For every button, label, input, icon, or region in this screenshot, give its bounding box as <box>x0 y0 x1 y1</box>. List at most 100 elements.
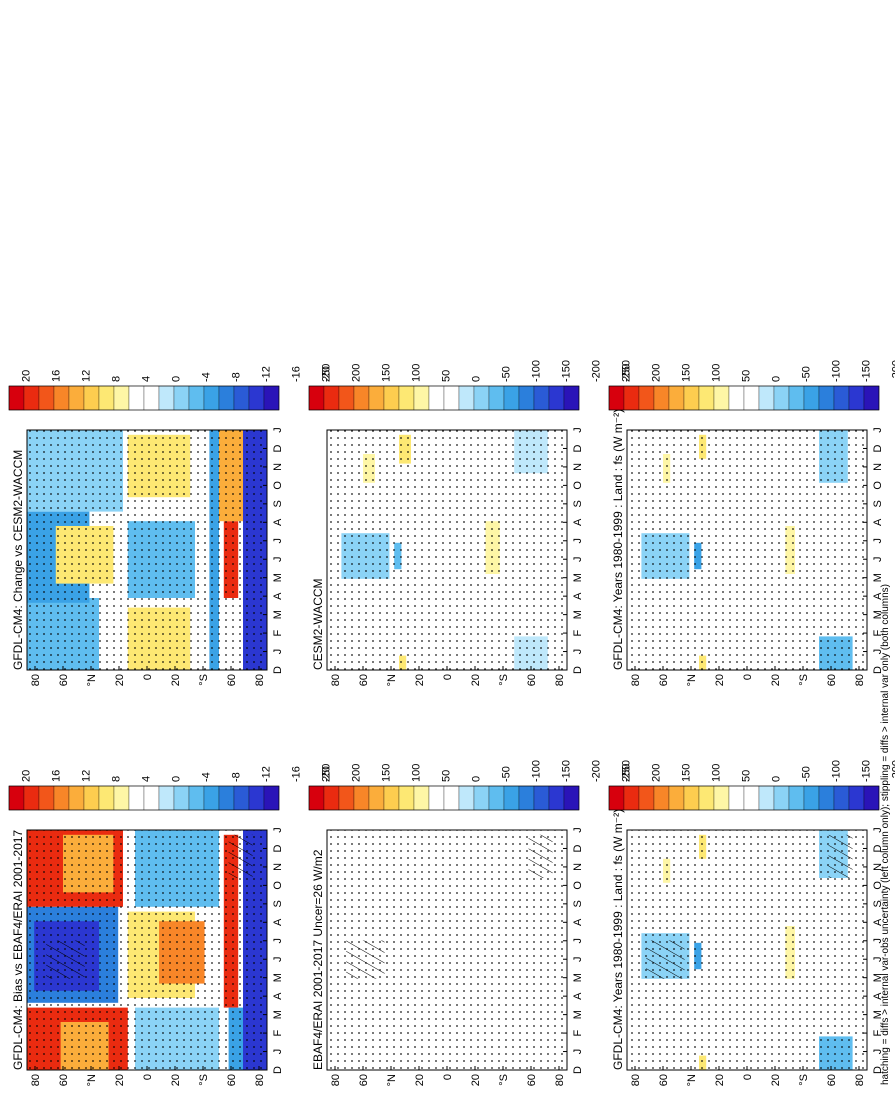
panel-title-p6: GFDL-CM4: Change vs CESM2-WACCM <box>11 450 25 670</box>
colorbar-swatch-p1-5 <box>683 785 700 811</box>
colorbar-label-p2-5: 0 <box>770 376 782 382</box>
colorbar-swatch-p5-13 <box>203 785 220 811</box>
colorbar-label-p5-2: 12 <box>80 770 92 782</box>
panel-title-p1: GFDL-CM4: Years 1980-1999 : Land : fs (W… <box>611 809 625 1070</box>
y-tick-label-p2-5: 20 <box>770 674 782 686</box>
colorbar-swatch-p3-1 <box>323 785 340 811</box>
colorbar-swatch-p1-0 <box>608 785 625 811</box>
colorbar-label-p1-7: -100 <box>830 760 842 782</box>
colorbar-swatch-p4-8 <box>428 385 445 411</box>
colorbar-label-p1-2: 150 <box>680 764 692 782</box>
y-tick-label-p4-8: 80 <box>554 674 566 686</box>
colorbar-label-p3-2: 150 <box>380 764 392 782</box>
colorbar-label-p4-5: 0 <box>470 376 482 382</box>
x-tick-label-p5-10: O <box>272 881 284 890</box>
colorbar-label-p1-8: -150 <box>860 760 872 782</box>
colorbar-swatch-p6-13 <box>203 385 220 411</box>
x-tick-label-p1-3: M <box>872 1010 884 1019</box>
x-tick-label-p3-1: J <box>572 1049 584 1055</box>
colorbar-swatch-p1-8 <box>728 785 745 811</box>
colorbar-swatch-p1-13 <box>803 785 820 811</box>
colorbar-swatch-p2-5 <box>683 385 700 411</box>
stippling-p3 <box>327 830 567 1070</box>
colorbar-swatch-p2-13 <box>803 385 820 411</box>
colorbar-swatch-p6-10 <box>158 385 175 411</box>
x-tick-label-p3-12: D <box>572 844 584 852</box>
colorbar-frame-p3 <box>308 785 580 811</box>
colorbar-frame-p6 <box>8 385 280 411</box>
x-tick-label-p4-2: F <box>572 629 584 636</box>
colorbar-swatch-p5-16 <box>248 785 265 811</box>
colorbar-swatch-p3-7 <box>413 785 430 811</box>
figure-footnote: hatching = diffs > internal var-obs unce… <box>880 584 891 1085</box>
panel-title-p3: EBAF4/ERAI 2001-2017 Uncer=26 W/m2 <box>311 849 325 1070</box>
colorbar-swatch-p4-9 <box>443 385 460 411</box>
colorbar-label-p6-10: -20 <box>320 366 332 382</box>
colorbar-label-p1-3: 100 <box>710 764 722 782</box>
stippling-p5 <box>27 830 267 1070</box>
colorbar-label-p6-6: -4 <box>200 372 212 382</box>
colorbar-swatch-p4-15 <box>533 385 550 411</box>
colorbar-label-p4-8: -150 <box>560 360 572 382</box>
colorbar-swatch-p4-0 <box>308 385 325 411</box>
colorbar-label-p6-5: 0 <box>170 376 182 382</box>
y-tick-label-p2-2: °N <box>686 674 698 686</box>
colorbar-label-p3-4: 50 <box>440 770 452 782</box>
colorbar-swatch-p5-9 <box>143 785 160 811</box>
y-tick-label-p5-1: 60 <box>58 1074 70 1086</box>
colorbar-swatch-p6-8 <box>128 385 145 411</box>
colorbar-label-p3-3: 100 <box>410 764 422 782</box>
x-tick-label-p2-7: J <box>872 538 884 544</box>
y-tick-label-p3-4: 0 <box>442 1074 454 1080</box>
y-tick-label-p4-7: 60 <box>526 674 538 686</box>
x-tick-label-p2-6: J <box>872 556 884 562</box>
x-tick-label-p5-8: A <box>272 918 284 926</box>
y-tick-label-p1-6: °S <box>798 1074 810 1086</box>
colorbar-swatch-p6-3 <box>53 385 70 411</box>
y-tick-label-p2-7: 60 <box>826 674 838 686</box>
colorbar-swatch-p1-7 <box>713 785 730 811</box>
y-tick-label-p5-4: 0 <box>142 1074 154 1080</box>
panel-title-p4: CESM2-WACCM <box>311 578 325 670</box>
colorbar-frame-p2 <box>608 385 880 411</box>
x-tick-label-p2-2: F <box>872 629 884 636</box>
hatching-p1-south <box>828 834 853 878</box>
y-tick-label-p1-8: 80 <box>854 1074 866 1086</box>
colorbar-label-p3-10: -250 <box>620 760 632 782</box>
y-tick-label-p6-6: °S <box>198 674 210 686</box>
colorbar-label-p3-1: 200 <box>350 764 362 782</box>
colorbar-label-p2-4: 50 <box>740 370 752 382</box>
colorbar-swatch-p2-17 <box>863 385 880 411</box>
colorbar-label-p5-5: 0 <box>170 776 182 782</box>
colorbar-swatch-p6-4 <box>68 385 85 411</box>
colorbar-label-p4-6: -50 <box>500 366 512 382</box>
colorbar-label-p4-0: 250 <box>320 364 332 382</box>
x-tick-label-p6-10: O <box>272 481 284 490</box>
x-tick-label-p3-6: J <box>572 956 584 962</box>
x-tick-label-p1-11: N <box>872 863 884 871</box>
x-tick-label-p3-7: J <box>572 938 584 944</box>
colorbar-label-p2-9: -200 <box>890 360 895 382</box>
colorbar-swatch-p2-0 <box>608 385 625 411</box>
colorbar-label-p1-1: 200 <box>650 764 662 782</box>
y-tick-label-p6-2: °N <box>86 674 98 686</box>
colorbar-swatch-p4-6 <box>398 385 415 411</box>
colorbar-label-p6-4: 4 <box>140 376 152 382</box>
y-tick-label-p3-8: 80 <box>554 1074 566 1086</box>
colorbar-swatch-p4-1 <box>323 385 340 411</box>
colorbar-label-p6-0: 20 <box>20 370 32 382</box>
colorbar-swatch-p6-16 <box>248 385 265 411</box>
colorbar-label-p1-5: 0 <box>770 776 782 782</box>
x-tick-label-p1-9: S <box>872 900 884 907</box>
colorbar-swatch-p5-10 <box>158 785 175 811</box>
x-tick-label-p3-2: F <box>572 1029 584 1036</box>
x-tick-label-p5-13: J <box>272 827 284 833</box>
y-tick-label-p3-2: °N <box>386 1074 398 1086</box>
colorbar-swatch-p3-9 <box>443 785 460 811</box>
colorbar-frame-p1 <box>608 785 880 811</box>
y-tick-label-p2-3: 20 <box>714 674 726 686</box>
y-tick-label-p6-0: 80 <box>30 674 42 686</box>
